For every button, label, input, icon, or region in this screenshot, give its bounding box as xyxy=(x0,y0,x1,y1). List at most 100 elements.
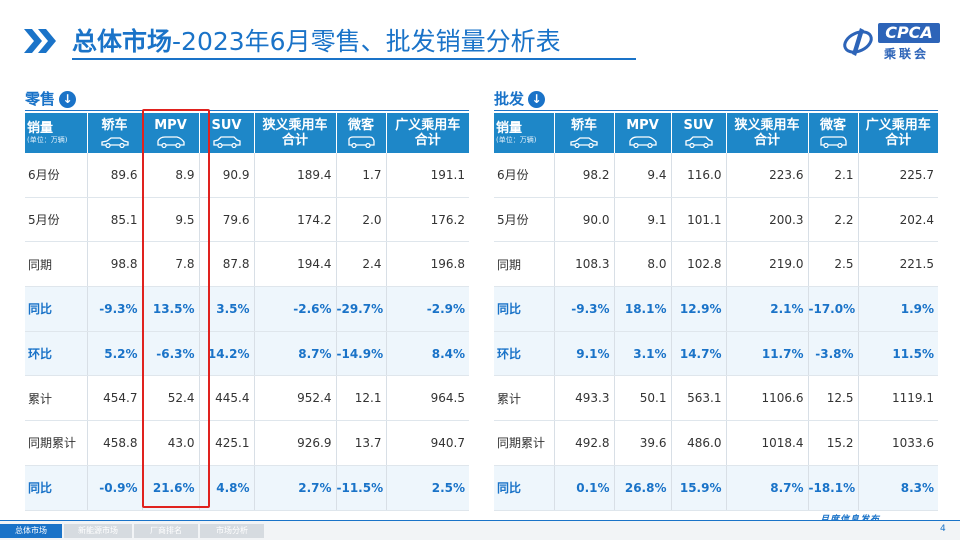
wholesale-section-title: 批发 ↓ xyxy=(494,88,546,109)
table-cell: -9.3% xyxy=(87,286,143,332)
table-cell: 1106.6 xyxy=(726,375,809,422)
footer-tab-ranking[interactable]: 厂商排名 xyxy=(134,524,198,538)
table-row: 6月份 89.6 8.9 90.9 189.4 1.7 191.1 xyxy=(25,153,469,198)
table-row: 5月份 90.0 9.1 101.1 200.3 2.2 202.4 xyxy=(494,197,938,243)
table-cell: 39.6 xyxy=(614,420,672,466)
wholesale-title-text: 批发 xyxy=(494,90,525,108)
table-cell: 2.5 xyxy=(808,241,859,288)
title-underline xyxy=(72,58,636,60)
row-label: 同期 xyxy=(25,241,88,288)
title-bold: 总体市场 xyxy=(72,27,173,56)
table-cell: 90.0 xyxy=(554,197,615,243)
row-label: 6月份 xyxy=(494,153,555,198)
table-cell: 2.0 xyxy=(336,197,387,243)
table-cell: 108.3 xyxy=(554,241,615,288)
table-cell: 486.0 xyxy=(671,420,727,466)
column-header: SUV xyxy=(671,113,727,153)
column-header: 广义乘用车合计 xyxy=(386,113,469,153)
table-row: 同期 98.8 7.8 87.8 194.4 2.4 196.8 xyxy=(25,241,469,288)
row-label: 6月份 xyxy=(25,153,88,198)
table-cell: 13.7 xyxy=(336,420,387,466)
column-header-label: 狭义乘用车合计 xyxy=(262,118,328,148)
table-cell: -18.1% xyxy=(808,465,859,511)
table-cell: 200.3 xyxy=(726,197,809,243)
row-label: 累计 xyxy=(494,375,555,422)
retail-title-text: 零售 xyxy=(25,90,56,108)
table-cell: 196.8 xyxy=(386,241,469,288)
table-cell: 174.2 xyxy=(254,197,337,243)
table-cell: 189.4 xyxy=(254,153,337,198)
table-cell: 2.2 xyxy=(808,197,859,243)
row-label: 同比 xyxy=(25,465,88,511)
table-cell: 3.1% xyxy=(614,331,672,377)
table-cell: 11.5% xyxy=(858,331,938,377)
column-header-label: SUV xyxy=(683,118,714,133)
table-cell: 12.9% xyxy=(671,286,727,332)
column-header: 广义乘用车合计 xyxy=(858,113,938,153)
retail-body: 6月份 89.6 8.9 90.9 189.4 1.7 191.1 5月份 85.1 9.5 79.… xyxy=(25,153,469,511)
table-cell: 191.1 xyxy=(386,153,469,198)
corner-label: 销量 xyxy=(27,121,54,136)
table-cell: 8.0 xyxy=(614,241,672,288)
table-cell: -3.8% xyxy=(808,331,859,377)
cpca-logo: CPCA xyxy=(878,23,940,43)
suv-car-icon xyxy=(684,136,713,148)
table-cell: -2.9% xyxy=(386,286,469,332)
row-label: 同比 xyxy=(25,286,88,332)
table-cell: 563.1 xyxy=(671,375,727,422)
cpca-logo-cn: 乘联会 xyxy=(884,47,930,61)
table-cell: 221.5 xyxy=(858,241,938,288)
column-header: MPV xyxy=(614,113,672,153)
row-label: 环比 xyxy=(25,331,88,377)
table-cell: 11.7% xyxy=(726,331,809,377)
wholesale-header-row: 销量 (单位：万辆) 轿车 MPV SUV 狭义乘用车合计 微客 广义乘用车合计 xyxy=(494,113,938,153)
table-cell: -2.6% xyxy=(254,286,337,332)
footer-tab-overall[interactable]: 总体市场 xyxy=(0,524,62,538)
corner-label: 销量 xyxy=(496,121,523,136)
row-label: 5月份 xyxy=(494,197,555,243)
wholesale-table: 销量 (单位：万辆) 轿车 MPV SUV 狭义乘用车合计 微客 广义乘用车合计 6月份 98.… xyxy=(494,113,938,511)
table-row: 环比 9.1% 3.1% 14.7% 11.7% -3.8% 11.5% xyxy=(494,331,938,377)
row-label: 5月份 xyxy=(25,197,88,243)
table-cell: 8.9 xyxy=(142,153,200,198)
table-cell: 176.2 xyxy=(386,197,469,243)
table-cell: 1.9% xyxy=(858,286,938,332)
unit-label: (单位：万辆) xyxy=(27,136,68,144)
double-chevron-icon xyxy=(24,29,56,53)
column-header-label: SUV xyxy=(211,118,242,133)
footer-tab-nev[interactable]: 新能源市场 xyxy=(64,524,132,538)
table-row: 6月份 98.2 9.4 116.0 223.6 2.1 225.7 xyxy=(494,153,938,198)
table-row: 累计 493.3 50.1 563.1 1106.6 12.5 1119.1 xyxy=(494,375,938,422)
retail-header-row: 销量 (单位：万辆) 轿车 MPV SUV 狭义乘用车合计 微客 广义乘用车合计 xyxy=(25,113,469,153)
table-cell: 8.7% xyxy=(254,331,337,377)
table-cell: 2.1% xyxy=(726,286,809,332)
sedan-car-icon xyxy=(100,137,129,148)
arrow-down-icon: ↓ xyxy=(59,91,77,108)
table-cell: 102.8 xyxy=(671,241,727,288)
unit-label: (单位：万辆) xyxy=(496,136,537,144)
table-cell: 18.1% xyxy=(614,286,672,332)
table-cell: 454.7 xyxy=(87,375,143,422)
table-cell: 14.7% xyxy=(671,331,727,377)
column-header-label: MPV xyxy=(154,118,187,133)
retail-table: 销量 (单位：万辆) 轿车 MPV SUV 狭义乘用车合计 微客 广义乘用车合计 6月份 89.… xyxy=(25,113,469,511)
table-cell: 15.9% xyxy=(671,465,727,511)
column-header: MPV xyxy=(142,113,200,153)
table-cell: 1018.4 xyxy=(726,420,809,466)
arrow-down-icon: ↓ xyxy=(528,91,546,108)
footer-tab-analysis[interactable]: 市场分析 xyxy=(200,524,264,538)
table-cell: 98.8 xyxy=(87,241,143,288)
table-cell: 7.8 xyxy=(142,241,200,288)
column-header-sales: 销量 (单位：万辆) xyxy=(25,113,88,153)
column-header: 狭义乘用车合计 xyxy=(254,113,337,153)
table-cell: 952.4 xyxy=(254,375,337,422)
table-cell: 52.4 xyxy=(142,375,200,422)
table-row: 同比 -9.3% 18.1% 12.9% 2.1% -17.0% 1.9% xyxy=(494,286,938,332)
table-cell: -11.5% xyxy=(336,465,387,511)
table-cell: 8.3% xyxy=(858,465,938,511)
table-row: 同期累计 458.8 43.0 425.1 926.9 13.7 940.7 xyxy=(25,420,469,466)
table-cell: 12.1 xyxy=(336,375,387,422)
column-header-label: 狭义乘用车合计 xyxy=(734,118,800,148)
table-cell: 458.8 xyxy=(87,420,143,466)
table-cell: 9.1 xyxy=(614,197,672,243)
